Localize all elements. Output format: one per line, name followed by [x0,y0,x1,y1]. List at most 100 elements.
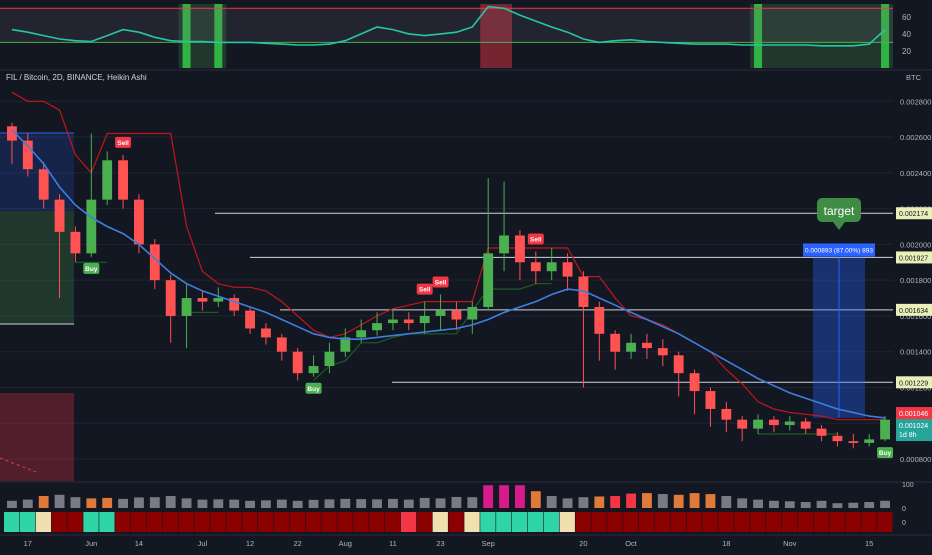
candle-body [419,315,430,324]
volume-bar [118,498,128,508]
heat-strip-cell [131,512,147,532]
x-tick-label: 18 [722,539,730,548]
volume-bar [530,491,541,508]
price-level-badge-label: 0.001229 [899,380,928,387]
volume-bar [134,497,144,508]
candle-body [626,342,636,352]
candle-body [276,337,287,352]
volume-bar [689,493,700,508]
heat-strip-cell [845,512,861,532]
heat-strip-cell [115,512,131,532]
heat-strip-cell [400,512,417,532]
heat-strip-cell [480,512,496,532]
y-tick-label: 0.000800 [900,455,931,464]
y-tick-label: 0.002400 [900,169,931,178]
x-tick-label: 20 [579,539,587,548]
volume-bar [70,497,81,508]
candle-body [705,391,716,409]
candle-body [562,262,573,277]
heat-strip-cell [702,512,718,532]
candle-body [102,160,113,200]
buy-signal-label: Buy [85,266,98,273]
volume-bar [832,503,843,508]
volume-bar [149,497,160,508]
y-tick-label: 0.002800 [900,97,931,106]
chart-title: FIL / Bitcoin, 2D, BINANCE, Heikin Ashi [6,73,147,82]
x-tick-label: Jun [85,539,97,548]
heat-strip-cell [35,512,52,532]
candle-body [530,262,541,272]
sell-signal-badge [527,233,544,245]
sell-signal-label: Sell [530,237,542,244]
volume-bar [864,502,875,508]
heat-strip-cell [67,512,83,532]
candle-body [356,330,367,338]
heat-strip-cell [543,512,560,532]
heat-strip-cell [289,512,306,532]
heat-strip-cell [527,512,544,532]
oscillator-bull-bar [881,4,890,68]
volume-bar [642,493,652,508]
buy-signal-badge [83,262,100,274]
candle-body [880,419,890,440]
candle-body [642,342,652,349]
heat-strip-cell [448,512,464,532]
heat-strip-cell [813,512,829,532]
oscillator-bull-bar [182,4,191,68]
price-level-badge-label: 0.001634 [899,308,928,315]
heat-strip-cell [766,512,782,532]
price-level-badge [896,207,932,220]
candle-body [261,328,271,338]
heat-strip-cell [797,512,814,532]
heat-strip-cell [51,512,67,532]
heat-strip-cell [194,512,210,532]
volume-bar [467,497,478,508]
candle-body [149,244,160,281]
volume-bar [403,499,414,508]
volume-bar [22,499,33,508]
oscillator-bull-bar [754,4,763,68]
volume-bar [800,502,811,508]
heat-strip-cell [464,512,480,532]
volume-bar [499,485,509,508]
heat-strip-cell [496,512,512,532]
price-level-badge-label: 0.002174 [899,211,928,218]
volume-bar [657,494,668,508]
candle-body [197,298,208,302]
volume-bar [880,500,890,508]
candle-body [784,421,795,426]
volume-bar [673,494,684,508]
heat-strip-cell [273,512,290,532]
candle-body [721,408,732,420]
candles [7,122,890,449]
volume-bar [197,499,208,508]
volume-bar [626,493,636,508]
candle-body [816,428,827,436]
candle-body [594,306,605,334]
volume-bar [102,497,113,508]
volume-bar [784,501,795,508]
sell-signal-label: Sell [435,279,447,286]
heat-strip-cell [591,512,607,532]
heat-strip-cell [575,512,591,532]
heat-strip-cell [829,512,845,532]
candle-body [435,310,446,316]
candle-body [832,435,843,442]
heat-strip-cell [4,512,20,532]
target-callout-label: target [824,204,855,218]
sell-signal-label: Sell [117,140,129,147]
oscillator-line [11,5,886,47]
volume-bar [324,499,335,508]
heat-strip-cell [639,512,655,532]
moving-average-line [11,129,886,419]
heat-strip-cell [162,512,179,532]
price-level-badge-label: 0.001927 [899,255,928,262]
y-tick-label: 0.002000 [900,240,931,249]
candle-body [467,306,478,320]
heat-strip-cell [559,512,575,532]
volume-bar [372,499,382,508]
volume-tick-label: 100 [902,482,914,489]
